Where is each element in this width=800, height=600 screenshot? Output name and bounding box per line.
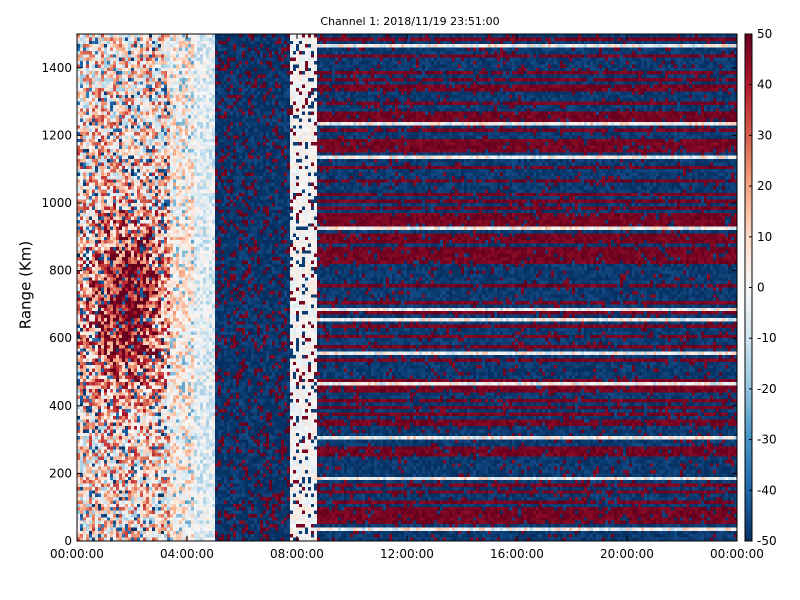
colorbar-tick-label: -10: [757, 331, 777, 345]
y-tick-label: 0: [64, 534, 72, 548]
y-tick-label: 400: [49, 399, 72, 413]
x-tick-label: 00:00:00: [710, 547, 764, 561]
colorbar-tick-label: 50: [757, 27, 772, 41]
colorbar-tick-label: -20: [757, 382, 777, 396]
x-tick-label: 12:00:00: [380, 547, 434, 561]
colorbar: 50 40 30 20 10 0 -10 -20 -30 -40 -50: [744, 27, 777, 548]
y-tick-label: 800: [49, 264, 72, 278]
y-tick-label: 1000: [41, 196, 72, 210]
x-tick-label: 16:00:00: [490, 547, 544, 561]
colorbar-tick-label: -30: [757, 433, 777, 447]
colorbar-tick-label: -40: [757, 483, 777, 497]
y-tick-label: 1200: [41, 128, 72, 142]
x-tick-label: 08:00:00: [270, 547, 324, 561]
y-axis: 0 200 400 600 800 1000 1200 1400: [41, 61, 737, 548]
chart-title: Channel 1: 2018/11/19 23:51:00: [320, 15, 500, 28]
colorbar-tick-label: 40: [757, 78, 772, 92]
x-axis: 00:00:00 04:00:00 08:00:00 12:00:00 16:00:00…: [50, 34, 764, 561]
colorbar-tick-label: -50: [757, 534, 777, 548]
colorbar-tick-label: 20: [757, 179, 772, 193]
y-tick-label: 200: [49, 466, 72, 480]
x-tick-label: 04:00:00: [160, 547, 214, 561]
y-tick-label: 600: [49, 331, 72, 345]
x-tick-label: 00:00:00: [50, 547, 104, 561]
x-tick-label: 20:00:00: [600, 547, 654, 561]
colorbar-tick-label: 10: [757, 230, 772, 244]
colorbar-tick-label: 30: [757, 128, 772, 142]
colorbar-tick-label: 0: [757, 281, 765, 295]
heatmap-area: [77, 34, 737, 541]
y-tick-label: 1400: [41, 61, 72, 75]
heatmap-image: [77, 34, 737, 541]
